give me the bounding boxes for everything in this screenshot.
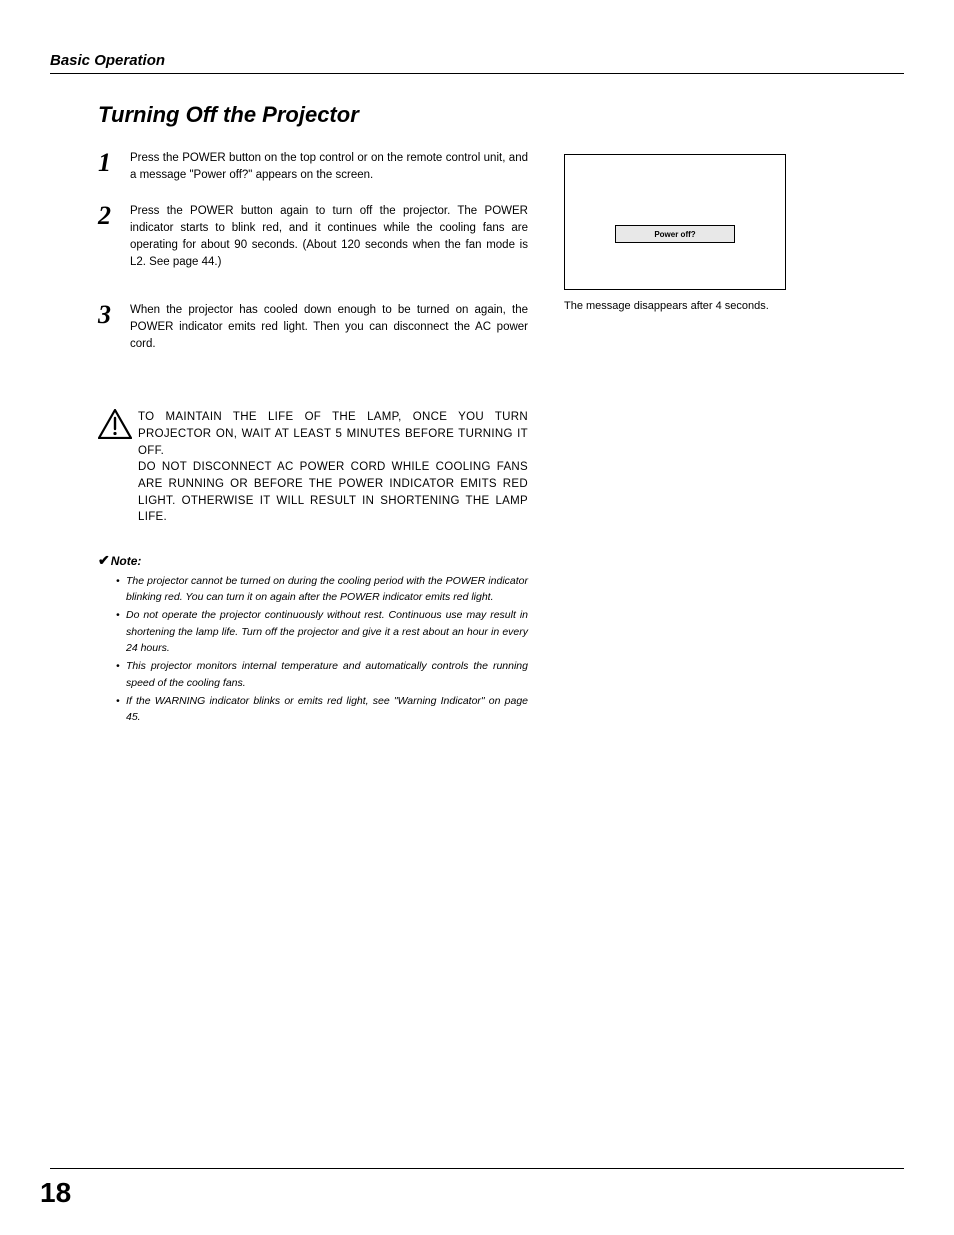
warning-icon [98, 409, 138, 526]
note-item: If the WARNING indicator blinks or emits… [116, 693, 528, 726]
step-1: 1 Press the POWER button on the top cont… [98, 150, 528, 185]
note-item: This projector monitors internal tempera… [116, 658, 528, 691]
warning-block: TO MAINTAIN THE LIFE OF THE LAMP, ONCE Y… [98, 409, 528, 526]
step-3: 3 When the projector has cooled down eno… [98, 302, 528, 354]
step-number: 3 [98, 302, 130, 354]
note-label: Note: [111, 554, 142, 568]
screen-message: Power off? [654, 230, 695, 239]
steps-column: 1 Press the POWER button on the top cont… [98, 150, 528, 727]
section-title: Turning Off the Projector [98, 102, 904, 128]
page-number: 18 [40, 1177, 71, 1209]
note-list: The projector cannot be turned on during… [98, 573, 528, 725]
header: Basic Operation [50, 52, 904, 74]
check-icon: ✔ [98, 552, 110, 568]
step-number: 2 [98, 203, 130, 272]
footer-rule [50, 1168, 904, 1169]
figure-column: Power off? The message disappears after … [558, 150, 888, 727]
note-block: ✔Note: The projector cannot be turned on… [98, 552, 528, 725]
step-text: Press the POWER button again to turn off… [130, 203, 528, 272]
note-item: Do not operate the projector continuousl… [116, 607, 528, 656]
breadcrumb: Basic Operation [50, 52, 904, 69]
step-2: 2 Press the POWER button again to turn o… [98, 203, 528, 272]
step-number: 1 [98, 150, 130, 185]
note-heading: ✔Note: [98, 552, 528, 569]
warning-line-1: TO MAINTAIN THE LIFE OF THE LAMP, ONCE Y… [138, 411, 528, 456]
screen-caption: The message disappears after 4 seconds. [564, 300, 888, 312]
step-text: Press the POWER button on the top contro… [130, 150, 528, 185]
note-item: The projector cannot be turned on during… [116, 573, 528, 606]
screen-message-bar: Power off? [615, 225, 735, 243]
step-text: When the projector has cooled down enoug… [130, 302, 528, 354]
warning-text: TO MAINTAIN THE LIFE OF THE LAMP, ONCE Y… [138, 409, 528, 526]
screen-preview: Power off? [564, 154, 786, 290]
warning-line-2: DO NOT DISCONNECT AC POWER CORD WHILE CO… [138, 461, 528, 523]
